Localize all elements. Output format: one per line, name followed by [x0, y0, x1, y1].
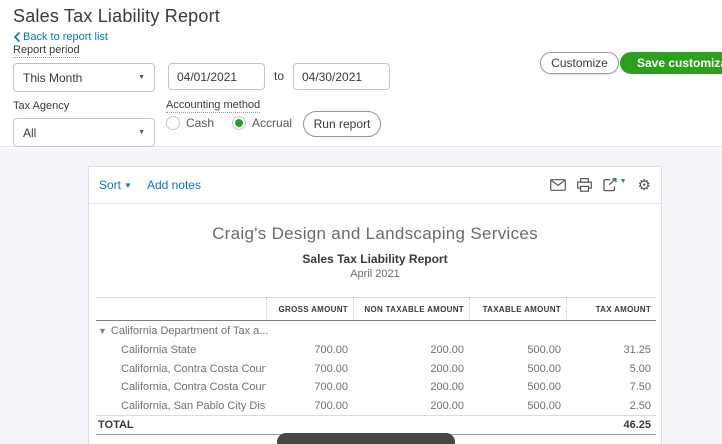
report-controls-header: Sales Tax Liability Report Back to repor… — [0, 0, 722, 147]
total-tax-amount: 46.25 — [623, 419, 651, 431]
report-table: GROSS AMOUNT NON TAXABLE AMOUNT TAXABLE … — [96, 297, 656, 435]
toast-notification[interactable] — [277, 433, 455, 444]
column-header-blank — [96, 298, 266, 320]
taxable-amount-value: 500.00 — [527, 399, 561, 412]
print-icon[interactable] — [576, 178, 592, 192]
tax-amount-value: 7.50 — [629, 381, 651, 394]
customize-button[interactable]: Customize — [540, 52, 619, 74]
run-report-button[interactable]: Run report — [303, 111, 381, 137]
taxable-amount-value: 500.00 — [527, 381, 561, 394]
table-row[interactable]: California State 700.00 200.00 500.00 31… — [96, 341, 656, 360]
back-to-report-list-link[interactable]: Back to report list — [13, 31, 108, 43]
date-from-input[interactable] — [168, 63, 265, 90]
add-notes-label: Add notes — [146, 178, 201, 192]
accrual-radio[interactable]: Accrual — [232, 116, 292, 130]
sort-label: Sort — [99, 178, 122, 192]
back-chevron-icon — [13, 32, 20, 42]
report-toolbar: Sort ▼ Add notes ▼ ⚙ — [89, 167, 661, 204]
company-name: Craig's Design and Landscaping Services — [212, 224, 538, 243]
total-label: TOTAL — [98, 419, 134, 431]
date-to-input[interactable] — [293, 63, 390, 90]
gross-amount-value: 700.00 — [314, 362, 348, 375]
gear-icon: ⚙ — [637, 176, 651, 194]
column-header-tax-amount: TAX AMOUNT — [566, 298, 656, 320]
group-row-label: California Department of Tax a... — [110, 325, 269, 337]
tax-agency-value: All — [23, 125, 37, 140]
report-title: Sales Tax Liability Report — [302, 252, 448, 266]
non-taxable-amount-value: 200.00 — [430, 399, 464, 412]
to-label: to — [274, 69, 285, 83]
chevron-down-icon: ▼ — [124, 180, 132, 190]
row-label: California, San Pablo City District — [121, 399, 266, 412]
tax-agency-select[interactable]: All ▼ — [13, 118, 155, 147]
export-icon[interactable]: ▼ — [602, 177, 627, 192]
email-icon[interactable] — [549, 179, 566, 191]
report-period-value: This Month — [23, 70, 83, 85]
gross-amount-value: 700.00 — [314, 344, 348, 357]
gross-amount-value: 700.00 — [314, 399, 348, 412]
table-row[interactable]: California, Contra Costa Count... 700.00… — [96, 378, 656, 397]
settings-icon[interactable]: ⚙ — [638, 178, 651, 193]
table-row[interactable]: California, San Pablo City District 700.… — [96, 397, 656, 416]
chevron-down-icon: ▼ — [138, 74, 145, 81]
report-period-select[interactable]: This Month ▼ — [13, 63, 155, 92]
row-label: California, Contra Costa County — [121, 362, 266, 375]
table-group-row: ▼ California Department of Tax a... — [96, 321, 656, 341]
back-link-label: Back to report list — [23, 31, 108, 43]
page-title: Sales Tax Liability Report — [13, 6, 220, 26]
cash-radio[interactable]: Cash — [166, 116, 214, 130]
sort-dropdown[interactable]: Sort ▼ — [99, 178, 132, 192]
tax-agency-label: Tax Agency — [13, 100, 70, 112]
row-label: California, Contra Costa Count... — [121, 381, 266, 394]
non-taxable-amount-value: 200.00 — [430, 344, 464, 357]
tax-amount-value: 5.00 — [629, 362, 651, 375]
chevron-down-icon: ▼ — [138, 129, 145, 136]
report-period-label: Report period — [13, 44, 80, 58]
group-collapse-toggle[interactable]: ▼ California Department of Tax a... — [96, 325, 496, 337]
tax-amount-value: 2.50 — [629, 399, 651, 412]
table-total-row: TOTAL 46.25 — [96, 415, 656, 435]
table-row[interactable]: California, Contra Costa County 700.00 2… — [96, 360, 656, 379]
cash-radio-label: Cash — [186, 116, 215, 130]
report-panel: Sort ▼ Add notes ▼ ⚙ — [88, 166, 662, 444]
taxable-amount-value: 500.00 — [527, 344, 561, 357]
column-header-taxable-amount: TAXABLE AMOUNT — [469, 298, 566, 320]
add-notes-link[interactable]: Add notes — [147, 178, 201, 192]
gross-amount-value: 700.00 — [314, 381, 348, 394]
toolbar-icons: ▼ ⚙ — [549, 177, 651, 193]
radio-unselected-icon — [166, 116, 180, 130]
chevron-down-icon: ▼ — [619, 177, 627, 185]
table-header-row: GROSS AMOUNT NON TAXABLE AMOUNT TAXABLE … — [96, 297, 656, 321]
row-label: California State — [121, 344, 197, 357]
column-header-non-taxable-amount: NON TAXABLE AMOUNT — [353, 298, 469, 320]
save-customization-button[interactable]: Save customization — [620, 52, 722, 74]
collapse-triangle-icon: ▼ — [98, 325, 107, 336]
accounting-method-label: Accounting method — [166, 99, 261, 113]
report-heading: Craig's Design and Landscaping Services … — [89, 224, 661, 280]
non-taxable-amount-value: 200.00 — [430, 362, 464, 375]
taxable-amount-value: 500.00 — [527, 362, 561, 375]
radio-selected-icon — [232, 116, 247, 130]
accounting-method-options: Cash Accrual — [166, 116, 292, 130]
column-header-gross-amount: GROSS AMOUNT — [266, 298, 353, 320]
tax-amount-value: 31.25 — [623, 344, 651, 357]
report-period-text: April 2021 — [350, 268, 400, 280]
non-taxable-amount-value: 200.00 — [430, 381, 464, 394]
accrual-radio-label: Accrual — [252, 116, 293, 130]
